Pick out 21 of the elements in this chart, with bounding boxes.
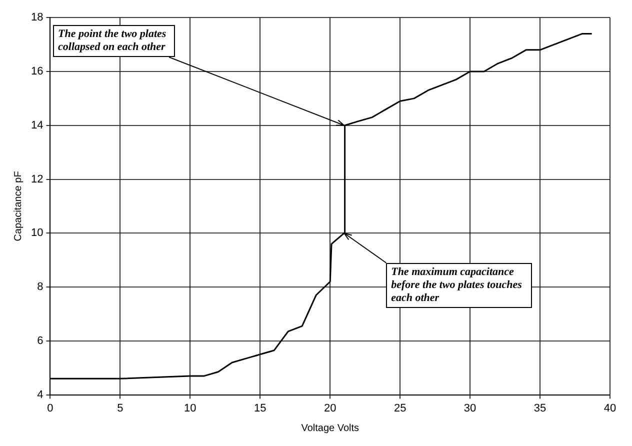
x-tick-label: 15 xyxy=(254,402,266,414)
x-tick-label: 35 xyxy=(534,402,546,414)
annotation: The maximum capacitance before the two plates touches each other xyxy=(386,262,532,308)
x-tick-label: 30 xyxy=(464,402,476,414)
annotation: The point the two plates collapsed on each other xyxy=(53,25,176,58)
x-tick-label: 0 xyxy=(47,402,54,414)
x-axis-title: Voltage Volts xyxy=(301,422,360,434)
y-tick-label: 18 xyxy=(30,12,44,24)
x-tick-label: 25 xyxy=(394,402,406,414)
y-tick-label: 6 xyxy=(37,334,44,347)
y-tick-label: 10 xyxy=(30,227,44,240)
y-tick-label: 12 xyxy=(30,173,44,186)
y-tick-label: 8 xyxy=(37,281,44,294)
y-axis-title: Capacitance pF xyxy=(12,171,24,242)
y-tick-label: 4 xyxy=(37,388,44,401)
x-tick-label: 10 xyxy=(184,402,196,414)
x-tick-label: 20 xyxy=(324,402,336,414)
x-tick-label: 40 xyxy=(604,402,616,414)
y-tick-label: 16 xyxy=(30,66,44,78)
x-tick-label: 5 xyxy=(117,402,124,414)
y-tick-label: 14 xyxy=(30,119,44,132)
